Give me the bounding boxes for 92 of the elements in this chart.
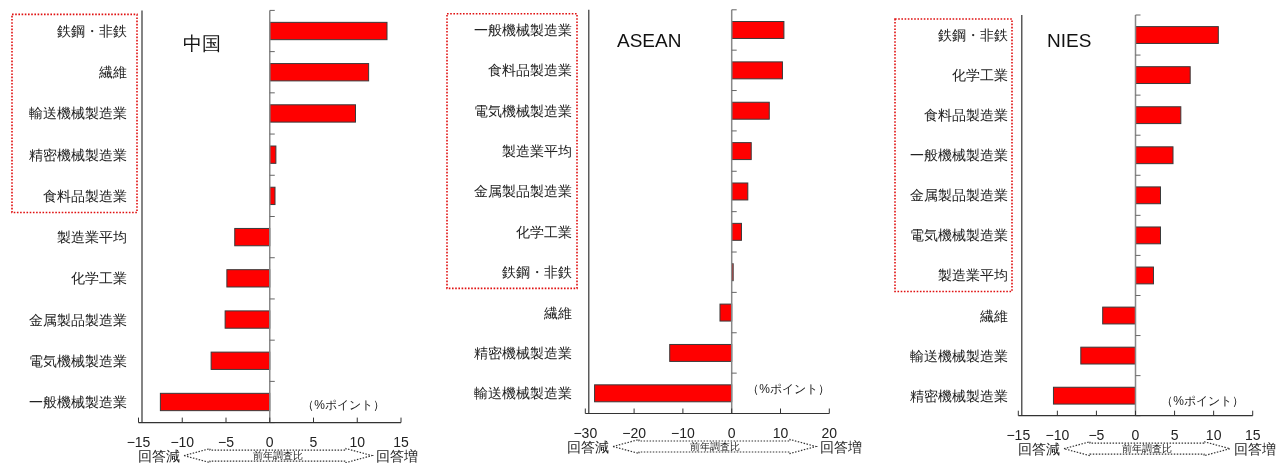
bar	[1135, 266, 1154, 285]
x-tick-label: 5	[309, 433, 318, 450]
x-tick-label: −5	[1088, 426, 1105, 443]
bar	[234, 227, 271, 247]
y-tick-label: 精密機械製造業	[29, 146, 127, 163]
y-tick-label: 化学工業	[952, 67, 1008, 84]
text: 回答増	[820, 438, 862, 455]
text: 前年調査比	[253, 450, 303, 462]
y-tick-label: 一般機械製造業	[474, 21, 572, 38]
bar	[1102, 306, 1136, 325]
text: 前年調査比	[1122, 443, 1172, 455]
y-tick-label: 電気機械製造業	[474, 102, 572, 119]
x-tick-label: −10	[170, 433, 195, 450]
x-tick-label: 5	[1170, 426, 1179, 443]
bar	[1052, 386, 1136, 405]
y-tick-label: 金属製品製造業	[474, 183, 572, 200]
x-tick-label: 0	[727, 424, 736, 441]
y-tick-label: 金属製品製造業	[910, 187, 1008, 204]
y-tick-label: 輸送機械製造業	[29, 105, 127, 122]
y-tick-label: 鉄鋼・非鉄	[57, 23, 127, 40]
text: 中国	[183, 33, 221, 54]
y-tick-label: 繊維	[98, 64, 127, 81]
x-tick-label: 0	[265, 433, 274, 450]
bar	[269, 21, 388, 41]
x-tick-label: 10	[1205, 426, 1222, 443]
bar	[731, 21, 785, 39]
y-tick-label: 鉄鋼・非鉄	[502, 264, 572, 281]
x-axis-title: （%ポイント）	[302, 398, 385, 412]
bar	[731, 101, 770, 120]
y-tick-label: 化学工業	[71, 270, 127, 287]
y-tick-label: 金属製品製造業	[29, 311, 127, 328]
x-axis-title: （%ポイント）	[747, 382, 830, 396]
text: 回答減	[567, 438, 609, 455]
y-tick-label: 一般機械製造業	[29, 393, 127, 410]
bar	[731, 142, 752, 161]
x-tick-label: 20	[821, 424, 838, 441]
x-tick-label: −30	[573, 424, 598, 441]
bar	[669, 343, 733, 362]
x-tick-label: −10	[671, 424, 695, 441]
bar	[1135, 66, 1191, 85]
x-tick-label: 0	[1131, 426, 1140, 443]
y-tick-label: 電気機械製造業	[29, 352, 127, 369]
text: 回答増	[376, 447, 418, 463]
bar	[731, 222, 742, 241]
bar	[269, 63, 370, 82]
x-tick-label: 10	[349, 433, 366, 450]
x-tick-label: 15	[393, 433, 409, 450]
y-tick-label: 繊維	[543, 304, 572, 321]
y-tick-label: 食料品製造業	[488, 62, 572, 79]
x-tick-label: −15	[1006, 426, 1031, 443]
y-tick-label: 精密機械製造業	[474, 344, 572, 361]
bar	[594, 384, 733, 403]
y-tick-label: 輸送機械製造業	[910, 347, 1008, 364]
bar	[159, 392, 271, 412]
bar	[1135, 146, 1174, 165]
x-tick-label: −15	[126, 433, 151, 450]
y-tick-label: 鉄鋼・非鉄	[938, 27, 1008, 44]
y-tick-label: 輸送機械製造業	[474, 385, 572, 402]
y-tick-label: 精密機械製造業	[910, 387, 1008, 404]
text: 前年調査比	[689, 441, 740, 452]
text: 回答減	[1018, 440, 1060, 457]
x-tick-label: 15	[1244, 426, 1261, 443]
bar	[210, 351, 271, 370]
y-tick-label: 電気機械製造業	[910, 227, 1008, 244]
bar	[1135, 186, 1161, 205]
bar	[224, 310, 271, 329]
x-tick-label: 10	[772, 424, 789, 441]
bar	[1080, 346, 1136, 365]
x-tick-label: −20	[622, 424, 647, 441]
bar	[269, 104, 356, 123]
x-tick-label: −5	[218, 433, 235, 450]
bar	[226, 269, 271, 288]
x-axis-title: （%ポイント）	[1161, 394, 1244, 408]
text: NIES	[1047, 30, 1092, 51]
bar	[1135, 26, 1219, 44]
text: 回答減	[138, 447, 180, 463]
bar	[1135, 226, 1161, 245]
text: 回答増	[1234, 440, 1276, 457]
y-tick-label: 製造業平均	[938, 267, 1008, 284]
bar	[1135, 106, 1182, 125]
y-tick-label: 食料品製造業	[43, 187, 127, 204]
y-tick-label: 食料品製造業	[924, 107, 1008, 124]
x-tick-label: −10	[1045, 426, 1070, 443]
y-tick-label: 繊維	[979, 307, 1008, 324]
text: ASEAN	[617, 30, 682, 51]
bar	[719, 303, 733, 322]
y-tick-label: 一般機械製造業	[910, 147, 1008, 164]
bar	[731, 182, 749, 201]
y-tick-label: 製造業平均	[502, 143, 572, 160]
y-tick-label: 化学工業	[516, 223, 572, 240]
y-tick-label: 製造業平均	[57, 229, 127, 246]
bar	[731, 61, 783, 80]
